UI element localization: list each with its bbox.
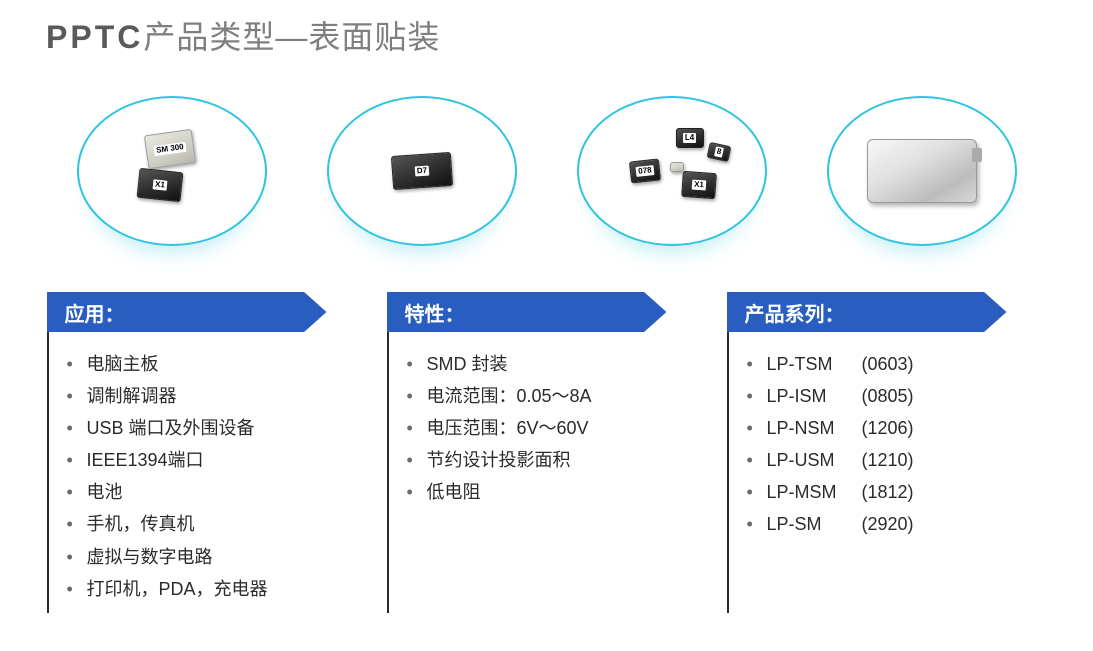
chip-label: D7 (414, 166, 429, 177)
series-code: (1812) (862, 479, 914, 505)
card-list: SMD 封装电流范围：0.05～8A电压范围：6V～60V节约设计投影面积低电阻 (389, 332, 707, 508)
list-item: SMD 封装 (407, 348, 699, 380)
product-image-row: SM 300 X1 D7 L4 8 078 X1 (0, 96, 1093, 246)
card-header-label: 特性： (387, 292, 667, 332)
card-header: 应用： (47, 292, 367, 332)
series-name: LP-NSM (767, 415, 862, 441)
product-oval-1: SM 300 X1 (77, 96, 267, 246)
list-item: 电池 (67, 476, 359, 508)
chip-component: SM 300 (143, 129, 195, 169)
series-name: LP-USM (767, 447, 862, 473)
chip-label: L4 (683, 133, 696, 143)
info-cards-row: 应用：电脑主板调制解调器USB 端口及外围设备IEEE1394端口电池手机，传真… (0, 292, 1093, 613)
chip-component: D7 (390, 152, 452, 190)
chip-component: 078 (628, 158, 660, 183)
product-oval-4 (827, 96, 1017, 246)
series-item: LP-USM(1210) (747, 444, 1039, 476)
chip-group: L4 8 078 X1 (612, 126, 732, 216)
series-name: LP-TSM (767, 351, 862, 377)
series-code: (0603) (862, 351, 914, 377)
series-name: LP-MSM (767, 479, 862, 505)
card-list: 电脑主板调制解调器USB 端口及外围设备IEEE1394端口电池手机，传真机虚拟… (49, 332, 367, 605)
chip-label: 8 (713, 146, 723, 158)
series-item: LP-MSM(1812) (747, 476, 1039, 508)
chip-group: D7 (362, 126, 482, 216)
chip-component: X1 (136, 168, 183, 202)
series-item: LP-SM(2920) (747, 508, 1039, 540)
chip-group: SM 300 X1 (112, 126, 232, 216)
chip-label: X1 (691, 180, 705, 191)
product-oval-2: D7 (327, 96, 517, 246)
chip-label: SM 300 (153, 142, 186, 156)
info-card-3: 产品系列：LP-TSM(0603)LP-ISM(0805)LP-NSM(1206… (727, 292, 1047, 613)
info-card-1: 应用：电脑主板调制解调器USB 端口及外围设备IEEE1394端口电池手机，传真… (47, 292, 367, 613)
list-item: 手机，传真机 (67, 508, 359, 540)
list-item: 调制解调器 (67, 380, 359, 412)
title-rest: 产品类型—表面贴装 (143, 19, 440, 55)
list-item: 低电阻 (407, 476, 699, 508)
series-item: LP-TSM(0603) (747, 348, 1039, 380)
chip-silver (867, 139, 977, 203)
series-item: LP-NSM(1206) (747, 412, 1039, 444)
chip-component: L4 (676, 128, 704, 148)
series-code: (0805) (862, 383, 914, 409)
card-header: 产品系列： (727, 292, 1047, 332)
chip-label: 078 (635, 165, 653, 177)
series-code: (1210) (862, 447, 914, 473)
card-header-label: 应用： (47, 292, 327, 332)
card-list: LP-TSM(0603)LP-ISM(0805)LP-NSM(1206)LP-U… (729, 332, 1047, 541)
chip-label: X1 (152, 179, 167, 190)
series-name: LP-SM (767, 511, 862, 537)
chip-component: 8 (706, 142, 731, 162)
list-item: USB 端口及外围设备 (67, 412, 359, 444)
list-item: 打印机，PDA，充电器 (67, 573, 359, 605)
chip-component (670, 162, 684, 172)
title-bold: PPTC (46, 19, 143, 55)
page-title: PPTC产品类型—表面贴装 (0, 0, 1093, 58)
list-item: 电流范围：0.05～8A (407, 380, 699, 412)
list-item: 电压范围：6V～60V (407, 412, 699, 444)
list-item: 节约设计投影面积 (407, 444, 699, 476)
list-item: 电脑主板 (67, 348, 359, 380)
card-header-label: 产品系列： (727, 292, 1007, 332)
chip-component: X1 (681, 171, 717, 199)
info-card-2: 特性：SMD 封装电流范围：0.05～8A电压范围：6V～60V节约设计投影面积… (387, 292, 707, 613)
card-header: 特性： (387, 292, 707, 332)
product-oval-3: L4 8 078 X1 (577, 96, 767, 246)
list-item: IEEE1394端口 (67, 444, 359, 476)
list-item: 虚拟与数字电路 (67, 541, 359, 573)
series-name: LP-ISM (767, 383, 862, 409)
series-code: (1206) (862, 415, 914, 441)
series-code: (2920) (862, 511, 914, 537)
series-item: LP-ISM(0805) (747, 380, 1039, 412)
